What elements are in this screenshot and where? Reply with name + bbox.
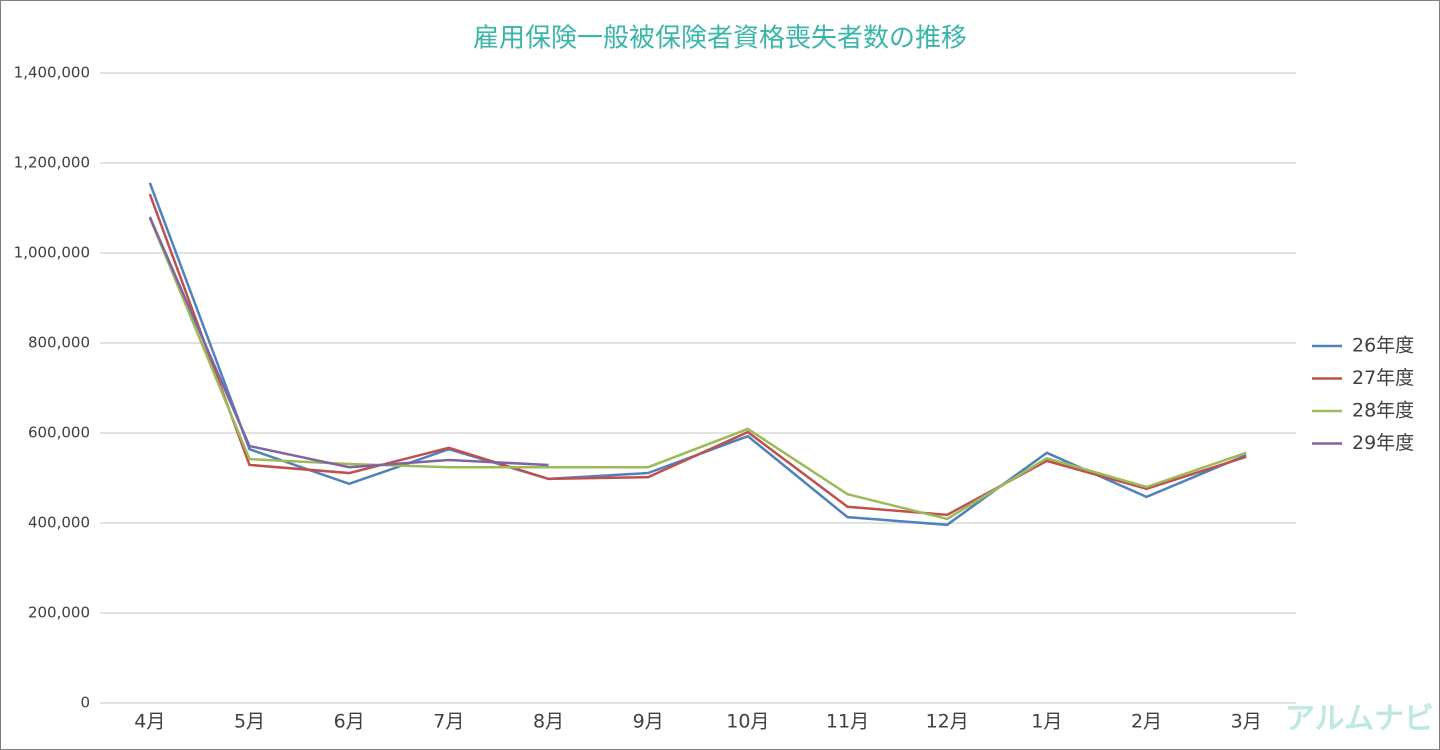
legend-label: 28年度 bbox=[1352, 400, 1414, 422]
y-tick-label: 800,000 bbox=[28, 334, 90, 352]
legend-label: 26年度 bbox=[1352, 335, 1414, 357]
y-tick-label: 1,200,000 bbox=[14, 154, 90, 172]
x-tick-label: 11月 bbox=[826, 711, 869, 733]
x-tick-label: 12月 bbox=[926, 711, 969, 733]
y-tick-label: 1,400,000 bbox=[14, 64, 90, 82]
x-tick-label: 8月 bbox=[533, 711, 564, 733]
chart-title: 雇用保険一般被保険者資格喪失者数の推移 bbox=[473, 24, 967, 54]
legend-label: 27年度 bbox=[1352, 367, 1414, 389]
legend-label: 29年度 bbox=[1352, 432, 1414, 454]
x-tick-label: 3月 bbox=[1231, 711, 1262, 733]
x-tick-label: 2月 bbox=[1131, 711, 1162, 733]
x-tick-label: 6月 bbox=[334, 711, 365, 733]
y-tick-label: 0 bbox=[80, 694, 90, 712]
y-tick-label: 400,000 bbox=[28, 514, 90, 532]
series-line bbox=[148, 193, 1247, 517]
x-tick-label: 4月 bbox=[134, 711, 165, 733]
x-tick-label: 1月 bbox=[1031, 711, 1062, 733]
x-tick-label: 10月 bbox=[726, 711, 769, 733]
y-tick-label: 200,000 bbox=[28, 604, 90, 622]
x-tick-label: 9月 bbox=[633, 711, 664, 733]
series-line bbox=[148, 216, 549, 469]
y-tick-label: 600,000 bbox=[28, 424, 90, 442]
y-tick-label: 1,000,000 bbox=[14, 244, 90, 262]
watermark: アルムナビ bbox=[1285, 702, 1434, 737]
x-tick-label: 5月 bbox=[234, 711, 265, 733]
x-tick-label: 7月 bbox=[433, 711, 464, 733]
